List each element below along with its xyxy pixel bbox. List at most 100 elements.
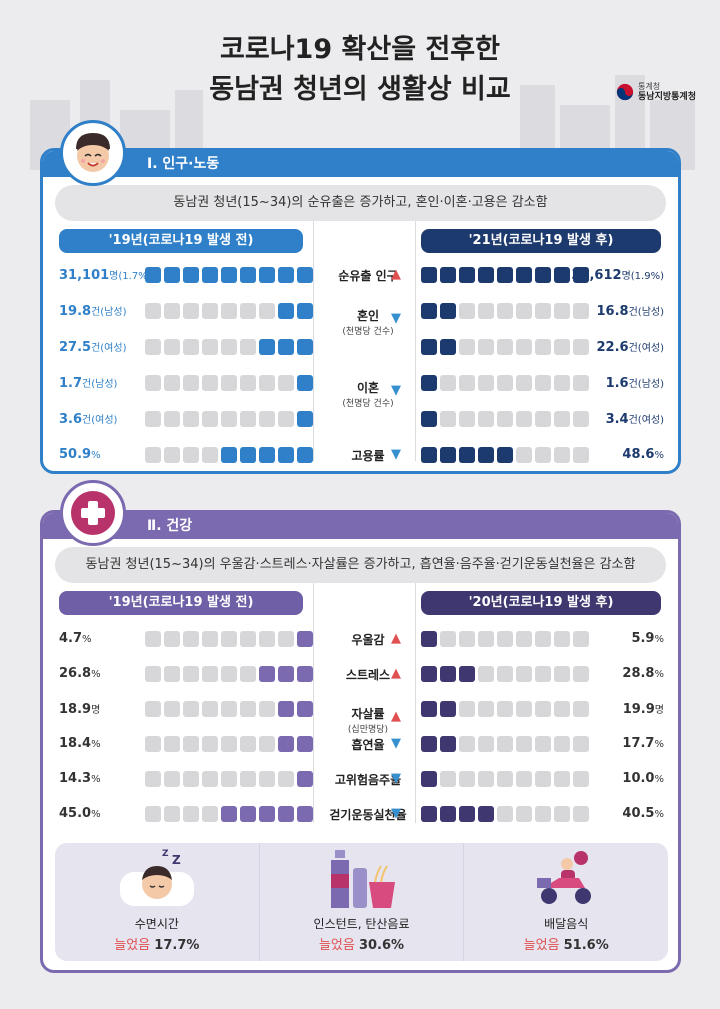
lightning-icon — [459, 666, 475, 682]
before-value: 14.3% — [59, 771, 101, 786]
person-icon — [478, 375, 494, 391]
walking-icon — [240, 806, 256, 822]
section-2-summary: 동남권 청년(15~34)의 우울감·스트레스·자살률은 증가하고, 흡연율·음… — [55, 547, 666, 583]
person-icon — [202, 411, 218, 427]
person-icon — [145, 375, 161, 391]
person-icon — [497, 375, 513, 391]
lifestyle-changes: Z Z 수면시간 늘었음 17.7% 인스턴트, 탄산음료 늘었음 30.6% — [55, 843, 668, 961]
before-icon-row — [145, 771, 313, 787]
arrow-down-icon: ▼ — [391, 736, 401, 751]
young-man-avatar — [60, 120, 126, 186]
cigarette-icon — [535, 736, 551, 752]
truck-icon — [459, 267, 475, 283]
stat-row: 18.4% 흡연율 ▼ 17.7% — [43, 730, 678, 760]
cigarette-icon — [202, 736, 218, 752]
divider — [415, 221, 416, 461]
stat-row: 18.9명 자살률 (십만명당) ▲ 19.9명 — [43, 695, 678, 735]
walking-icon — [516, 806, 532, 822]
after-value: 17.7% — [622, 736, 664, 751]
beer-icon — [297, 771, 313, 787]
after-icon-row — [421, 411, 589, 427]
stat-row: 45.0% 걷기운동실천율 ▼ 40.5% — [43, 800, 678, 830]
after-icon-row — [421, 631, 589, 647]
person-icon — [164, 375, 180, 391]
briefcase-icon — [145, 447, 161, 463]
beer-icon — [478, 771, 494, 787]
cigarette-icon — [440, 736, 456, 752]
person-icon — [164, 411, 180, 427]
cloud-icon — [221, 631, 237, 647]
beer-icon — [459, 771, 475, 787]
couple-icon — [145, 339, 161, 355]
agency-logo: 통계청 동남지방통계청 — [616, 82, 696, 102]
stat-row: 4.7% 우울감 ▲ 5.9% — [43, 625, 678, 655]
person-icon — [516, 411, 532, 427]
person-icon — [240, 375, 256, 391]
after-value: 3.4건(여성) — [605, 412, 664, 427]
cloud-icon — [497, 631, 513, 647]
cloud-icon — [145, 631, 161, 647]
couple-icon — [535, 339, 551, 355]
after-period-label: '20년(코로나19 발생 후) — [421, 591, 661, 615]
briefcase-icon — [554, 447, 570, 463]
indicator-label: 이혼 (천명당 건수) — [342, 381, 394, 409]
heart-icon — [240, 701, 256, 717]
after-value: 32,612명(1.9%) — [571, 268, 664, 283]
indicator-label: 걷기운동실천율 — [329, 808, 407, 822]
after-value: 48.6% — [622, 447, 664, 462]
person-icon — [421, 375, 437, 391]
lightning-icon — [497, 666, 513, 682]
walking-icon — [145, 806, 161, 822]
cigarette-icon — [183, 736, 199, 752]
person-icon — [259, 411, 275, 427]
lightning-icon — [478, 666, 494, 682]
section-1-heading: Ⅰ. 인구·노동 — [43, 151, 678, 177]
cloud-icon — [421, 631, 437, 647]
person-icon — [535, 411, 551, 427]
cloud-icon — [183, 631, 199, 647]
indicator-label: 우울감 — [351, 633, 385, 647]
cloud-icon — [297, 631, 313, 647]
couple-icon — [278, 303, 294, 319]
truck-icon — [221, 267, 237, 283]
cloud-icon — [516, 631, 532, 647]
cloud-icon — [459, 631, 475, 647]
title-line-2: 동남권 청년의 생활상 비교 — [209, 74, 511, 105]
lightning-icon — [278, 666, 294, 682]
lightning-icon — [516, 666, 532, 682]
lightning-icon — [221, 666, 237, 682]
cloud-icon — [440, 631, 456, 647]
after-icon-row — [421, 736, 589, 752]
heart-icon — [259, 701, 275, 717]
briefcase-icon — [516, 447, 532, 463]
couple-icon — [554, 339, 570, 355]
heart-icon — [421, 701, 437, 717]
beer-icon — [164, 771, 180, 787]
briefcase-icon — [183, 447, 199, 463]
person-icon — [221, 375, 237, 391]
before-period-label: '19년(코로나19 발생 전) — [59, 591, 303, 615]
truck-icon — [497, 267, 513, 283]
stat-row: 14.3% 고위험음주율 ▼ 10.0% — [43, 765, 678, 795]
couple-icon — [145, 303, 161, 319]
beer-icon — [202, 771, 218, 787]
before-value: 18.4% — [59, 736, 101, 751]
walking-icon — [535, 806, 551, 822]
couple-icon — [440, 303, 456, 319]
soda-noodle-icon — [330, 850, 395, 908]
cigarette-icon — [221, 736, 237, 752]
heart-icon — [183, 701, 199, 717]
beer-icon — [145, 771, 161, 787]
stat-row: 27.5건(여성) 22.6건(여성) — [43, 333, 678, 363]
walking-icon — [478, 806, 494, 822]
after-icon-row — [421, 267, 589, 283]
arrow-up-icon: ▲ — [391, 631, 401, 646]
stat-row: 50.9% 고용률 ▼ 48.6% — [43, 441, 678, 471]
delivery-scooter-icon — [537, 851, 592, 904]
walking-icon — [459, 806, 475, 822]
instant-soda-result: 늘었음 — [318, 938, 355, 953]
arrow-up-icon: ▲ — [391, 666, 401, 681]
truck-icon — [516, 267, 532, 283]
before-icon-row — [145, 806, 313, 822]
person-icon — [516, 375, 532, 391]
